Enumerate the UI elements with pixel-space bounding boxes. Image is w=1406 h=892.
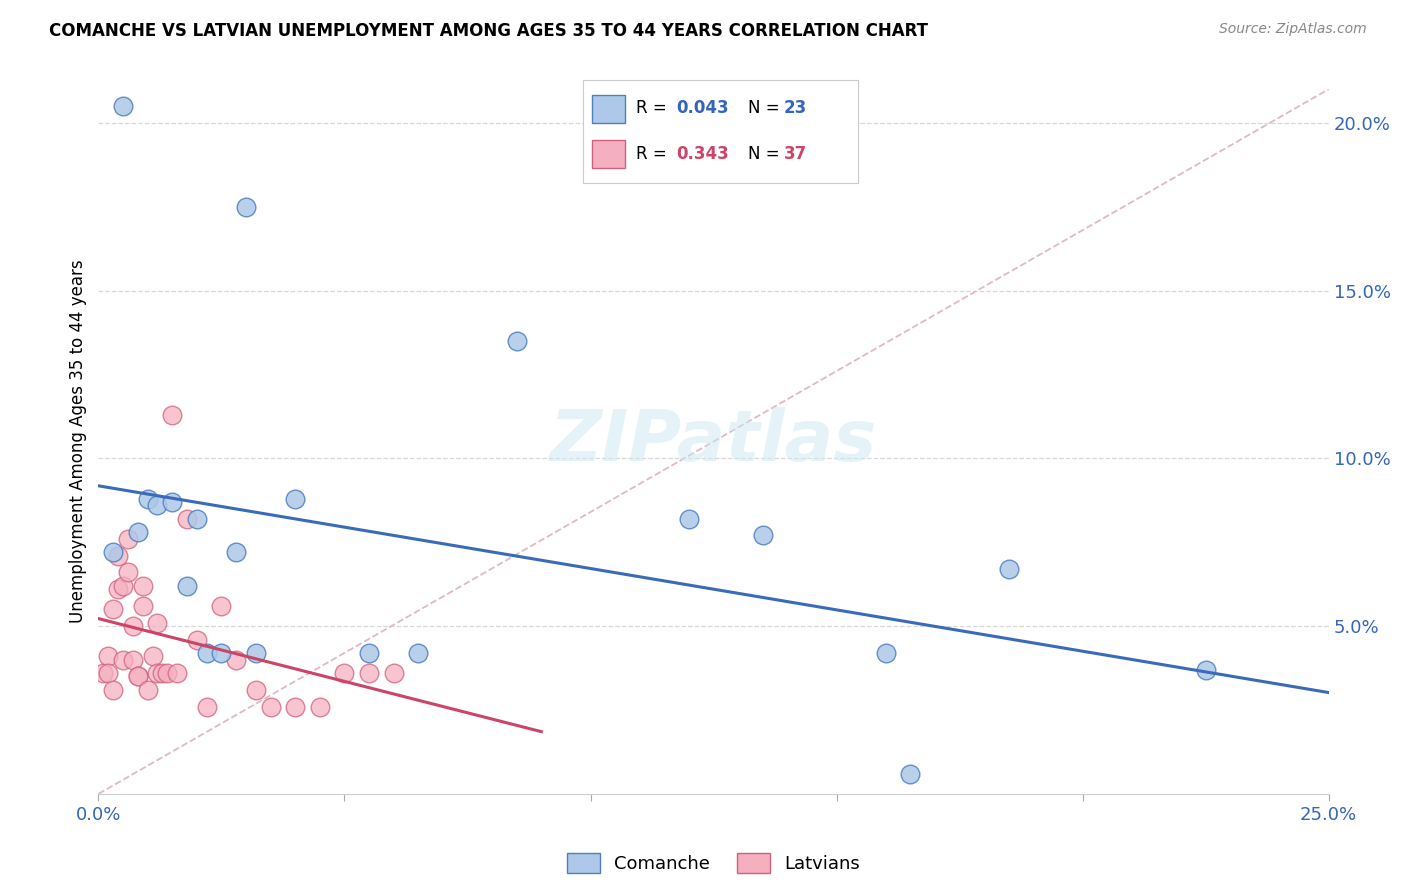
Bar bbox=[592, 95, 624, 123]
Point bbox=[162, 495, 183, 509]
Point bbox=[127, 669, 149, 683]
Text: ZIPatlas: ZIPatlas bbox=[550, 407, 877, 476]
Point bbox=[136, 491, 159, 506]
Point bbox=[122, 653, 145, 667]
Point bbox=[678, 512, 700, 526]
Point bbox=[146, 498, 169, 512]
Point bbox=[1195, 663, 1218, 677]
Point bbox=[146, 666, 169, 681]
Point bbox=[245, 682, 267, 697]
Point bbox=[107, 582, 129, 597]
Text: 37: 37 bbox=[783, 145, 807, 163]
Point bbox=[166, 666, 188, 681]
Point bbox=[752, 528, 775, 542]
Point bbox=[195, 646, 218, 660]
Point bbox=[245, 646, 267, 660]
Point bbox=[132, 579, 155, 593]
Point bbox=[152, 666, 174, 681]
Y-axis label: Unemployment Among Ages 35 to 44 years: Unemployment Among Ages 35 to 44 years bbox=[69, 260, 87, 624]
Point bbox=[359, 646, 381, 660]
Text: COMANCHE VS LATVIAN UNEMPLOYMENT AMONG AGES 35 TO 44 YEARS CORRELATION CHART: COMANCHE VS LATVIAN UNEMPLOYMENT AMONG A… bbox=[49, 22, 928, 40]
Point bbox=[112, 579, 135, 593]
Text: 0.043: 0.043 bbox=[676, 99, 730, 117]
Text: 0.343: 0.343 bbox=[676, 145, 730, 163]
Point bbox=[195, 699, 218, 714]
Point bbox=[382, 666, 405, 681]
Text: N =: N = bbox=[748, 99, 785, 117]
Point bbox=[97, 666, 120, 681]
Point bbox=[117, 566, 139, 580]
Point bbox=[162, 408, 183, 422]
Point bbox=[156, 666, 179, 681]
Point bbox=[127, 525, 149, 540]
Point bbox=[359, 666, 381, 681]
Point bbox=[284, 491, 307, 506]
Point bbox=[103, 682, 125, 697]
Point bbox=[333, 666, 356, 681]
Point bbox=[136, 682, 159, 697]
Point bbox=[112, 99, 135, 113]
Point bbox=[186, 632, 208, 647]
Point bbox=[142, 649, 165, 664]
Point bbox=[97, 649, 120, 664]
Point bbox=[122, 619, 145, 633]
Point bbox=[186, 512, 208, 526]
Point bbox=[112, 653, 135, 667]
Bar bbox=[592, 140, 624, 169]
Text: R =: R = bbox=[636, 99, 672, 117]
Point bbox=[127, 669, 149, 683]
Point bbox=[309, 699, 332, 714]
Point bbox=[132, 599, 155, 613]
Point bbox=[408, 646, 430, 660]
Point bbox=[506, 334, 529, 348]
Point bbox=[103, 545, 125, 559]
Point bbox=[225, 545, 247, 559]
Point bbox=[284, 699, 307, 714]
Point bbox=[176, 579, 198, 593]
Point bbox=[211, 646, 233, 660]
Point bbox=[211, 599, 233, 613]
Legend: Comanche, Latvians: Comanche, Latvians bbox=[560, 846, 868, 880]
Point bbox=[107, 549, 129, 563]
Point bbox=[93, 666, 115, 681]
Point bbox=[103, 602, 125, 616]
Text: N =: N = bbox=[748, 145, 785, 163]
Point bbox=[225, 653, 247, 667]
Point bbox=[998, 562, 1021, 576]
Point bbox=[117, 532, 139, 546]
Text: Source: ZipAtlas.com: Source: ZipAtlas.com bbox=[1219, 22, 1367, 37]
Point bbox=[176, 512, 198, 526]
Point bbox=[900, 766, 922, 780]
Text: 23: 23 bbox=[783, 99, 807, 117]
Text: R =: R = bbox=[636, 145, 672, 163]
Point bbox=[260, 699, 283, 714]
Point bbox=[235, 200, 257, 214]
Point bbox=[146, 615, 169, 630]
Point bbox=[875, 646, 897, 660]
